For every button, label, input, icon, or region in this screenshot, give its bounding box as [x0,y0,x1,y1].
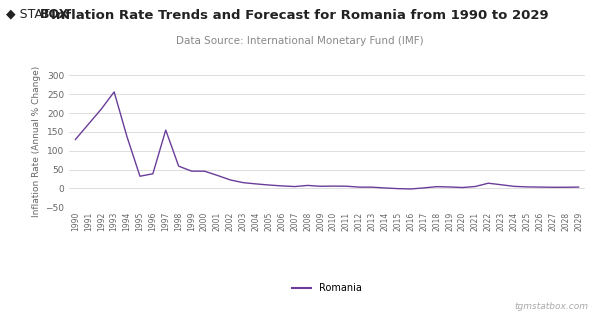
Y-axis label: Inflation Rate (Annual % Change): Inflation Rate (Annual % Change) [32,66,41,217]
Text: ◆ STAT: ◆ STAT [6,8,50,21]
Text: Inflation Rate Trends and Forecast for Romania from 1990 to 2029: Inflation Rate Trends and Forecast for R… [51,9,549,22]
Legend: Romania: Romania [288,279,366,297]
Text: BOX: BOX [40,8,70,21]
Text: tgmstatbox.com: tgmstatbox.com [514,302,588,311]
Text: Data Source: International Monetary Fund (IMF): Data Source: International Monetary Fund… [176,36,424,46]
